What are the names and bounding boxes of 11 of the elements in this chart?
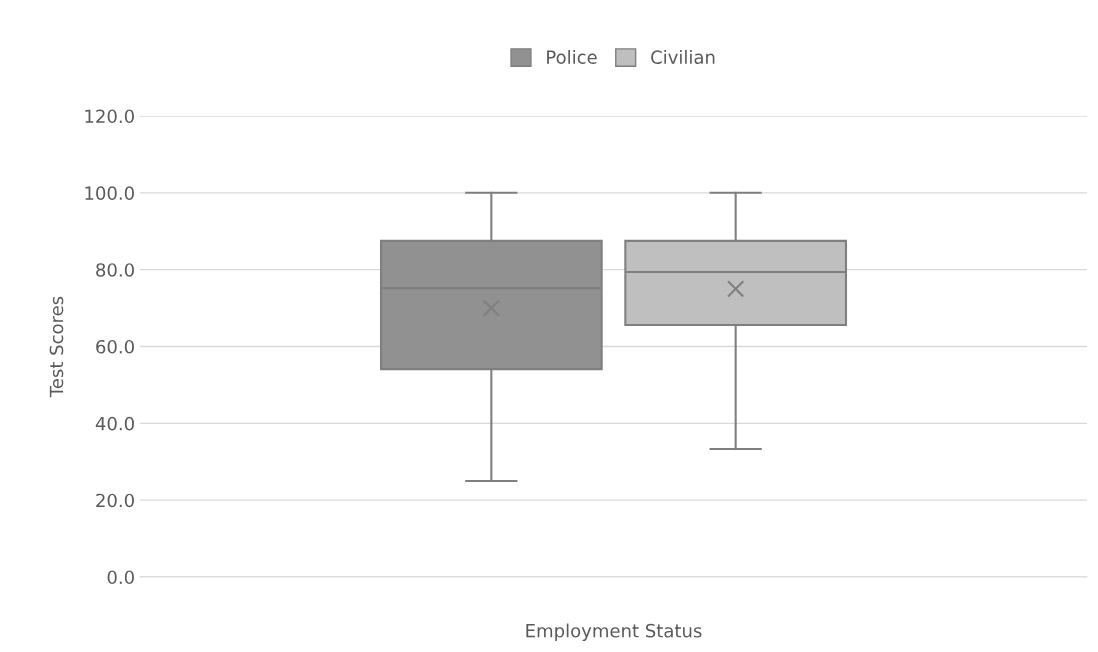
y-axis-title: Test Scores [49,296,64,398]
legend-label: Civilian [651,50,715,64]
y-tick-label: 80.0 [96,263,134,277]
legend-label: Police [547,50,597,64]
y-tick-label: 20.0 [96,493,134,508]
y-tick-label: 120.0 [85,109,134,124]
y-tick-label: 60.0 [96,339,134,354]
x-axis-title: Employment Status [526,623,702,641]
y-tick-label: 100.0 [85,186,134,200]
y-tick-label: 0.0 [107,570,134,585]
y-tick-label: 40.0 [95,416,134,431]
